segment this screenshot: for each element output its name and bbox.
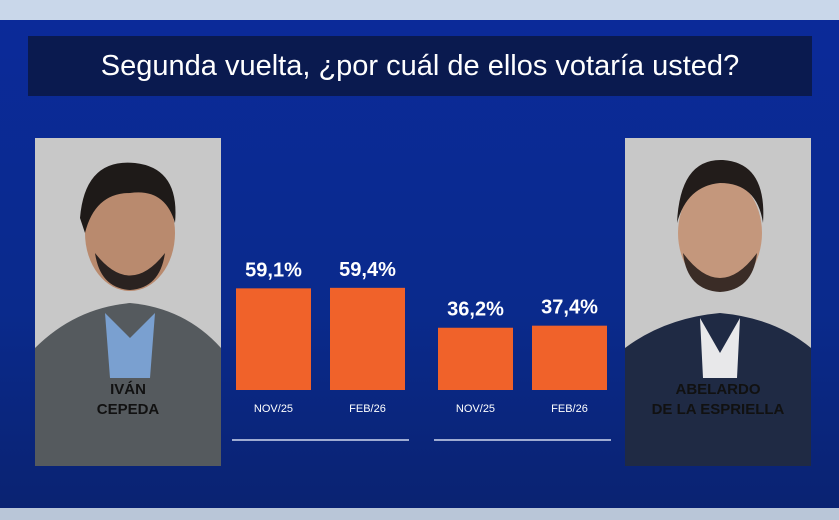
data-label: 36,2% [447,299,504,321]
x-tick-label: FEB/26 [551,403,588,415]
portrait [625,159,811,466]
top-strip [0,0,839,20]
candidate-name: ABELARDO DE LA ESPRIELLA [651,381,785,418]
data-label: 59,1% [245,259,302,281]
candidate-panel: ABELARDO DE LA ESPRIELLA [625,138,811,466]
data-label: 59,4% [339,259,396,281]
x-tick-label: FEB/26 [349,403,386,415]
candidate-name: IVÁN CEPEDA [96,381,160,418]
chart-title: Segunda vuelta, ¿por cuál de ellos votar… [28,36,812,96]
bar [532,325,607,390]
bar [236,288,311,390]
candidate-panel: IVÁN CEPEDA [35,138,221,466]
bar [438,327,513,390]
bar [330,287,405,390]
x-tick-label: NOV/25 [254,403,293,415]
bottom-strip [0,508,839,520]
x-tick-label: NOV/25 [456,403,495,415]
portrait [35,162,221,466]
data-label: 37,4% [541,297,598,319]
